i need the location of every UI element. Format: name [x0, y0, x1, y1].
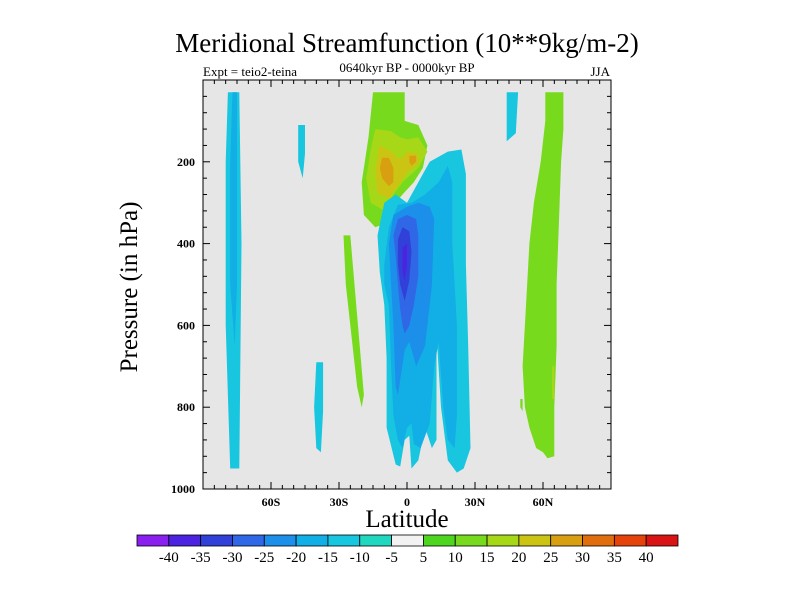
colorbar-swatch: [263, 534, 297, 547]
x-tick-label: 30S: [330, 495, 349, 509]
contour-region-pos15: [552, 366, 555, 399]
colorbar-swatch: [486, 534, 520, 547]
colorbar-label: -5: [385, 550, 398, 566]
y-tick-label: 800: [177, 400, 195, 414]
colorbar-label: -35: [191, 550, 211, 566]
colorbar-label: -10: [350, 550, 370, 566]
colorbar-label: -40: [159, 550, 179, 566]
colorbar-label: -30: [222, 550, 242, 566]
contour-region-neg15: [230, 92, 237, 346]
center-string: 0640kyr BP - 0000kyr BP: [339, 60, 474, 75]
colorbar-swatch: [518, 534, 552, 547]
colorbar-label: 5: [420, 550, 428, 566]
colorbar-swatch: [423, 534, 456, 547]
colorbar-label: 30: [575, 550, 590, 566]
colorbar-swatch: [454, 534, 488, 547]
colorbar-swatch: [232, 534, 265, 547]
x-tick-label: 60N: [533, 495, 554, 509]
colorbar-swatch: [136, 534, 170, 547]
contour-region-neg35: [402, 243, 407, 281]
axes: 60S 30S 0 30N 60N 200 400 600 800 1000: [171, 79, 612, 509]
colorbar: -40 -35 -30 -25 -20 -15 -10 -5 5 10 15 20 25 30 35 40: [136, 534, 679, 566]
colorbar-label: 10: [448, 550, 463, 566]
contour-region-pos25: [379, 157, 394, 187]
colorbar-label: 15: [480, 550, 495, 566]
y-tick-label: 400: [177, 237, 195, 251]
y-tick-label: 600: [177, 318, 195, 332]
contour-region-pos10: [520, 399, 523, 412]
chart-title: Meridional Streamfunction (10**9kg/m-2): [175, 28, 638, 58]
colorbar-label: 25: [543, 550, 558, 566]
contour-region-neg10: [506, 92, 519, 142]
x-tick-label: 0: [404, 495, 410, 509]
colorbar-label: -20: [286, 550, 306, 566]
colorbar-label: 40: [639, 550, 654, 566]
contour-region-pos10: [343, 235, 364, 408]
colorbar-swatch: [359, 534, 392, 547]
contour-region-neg10: [298, 125, 305, 179]
contour-region-pos25: [409, 155, 417, 166]
colorbar-label: -25: [254, 550, 274, 566]
colorbar-swatch: [295, 534, 329, 547]
colorbar-label: -15: [318, 550, 338, 566]
left-string: Expt = teio2-teina: [203, 64, 297, 79]
x-tick-label: 30N: [465, 495, 486, 509]
x-axis-label: Latitude: [365, 506, 448, 533]
colorbar-swatch: [200, 534, 233, 547]
y-tick-label: 1000: [171, 482, 195, 496]
colorbar-swatch: [550, 534, 583, 547]
y-axis-label: Pressure (in hPa): [116, 202, 143, 373]
x-tick-label: 60S: [262, 495, 281, 509]
colorbar-swatch: [582, 534, 615, 547]
colorbar-label: 35: [607, 550, 622, 566]
contour-region-neg10: [314, 362, 324, 453]
colorbar-swatch: [327, 534, 361, 547]
plot-area: [203, 80, 611, 489]
colorbar-label: 20: [511, 550, 526, 566]
right-string: JJA: [590, 64, 610, 79]
colorbar-swatch: [613, 534, 647, 547]
y-tick-label: 200: [177, 155, 195, 169]
colorbar-swatch: [645, 534, 679, 547]
colorbar-swatch: [391, 534, 424, 547]
colorbar-swatch: [168, 534, 202, 547]
